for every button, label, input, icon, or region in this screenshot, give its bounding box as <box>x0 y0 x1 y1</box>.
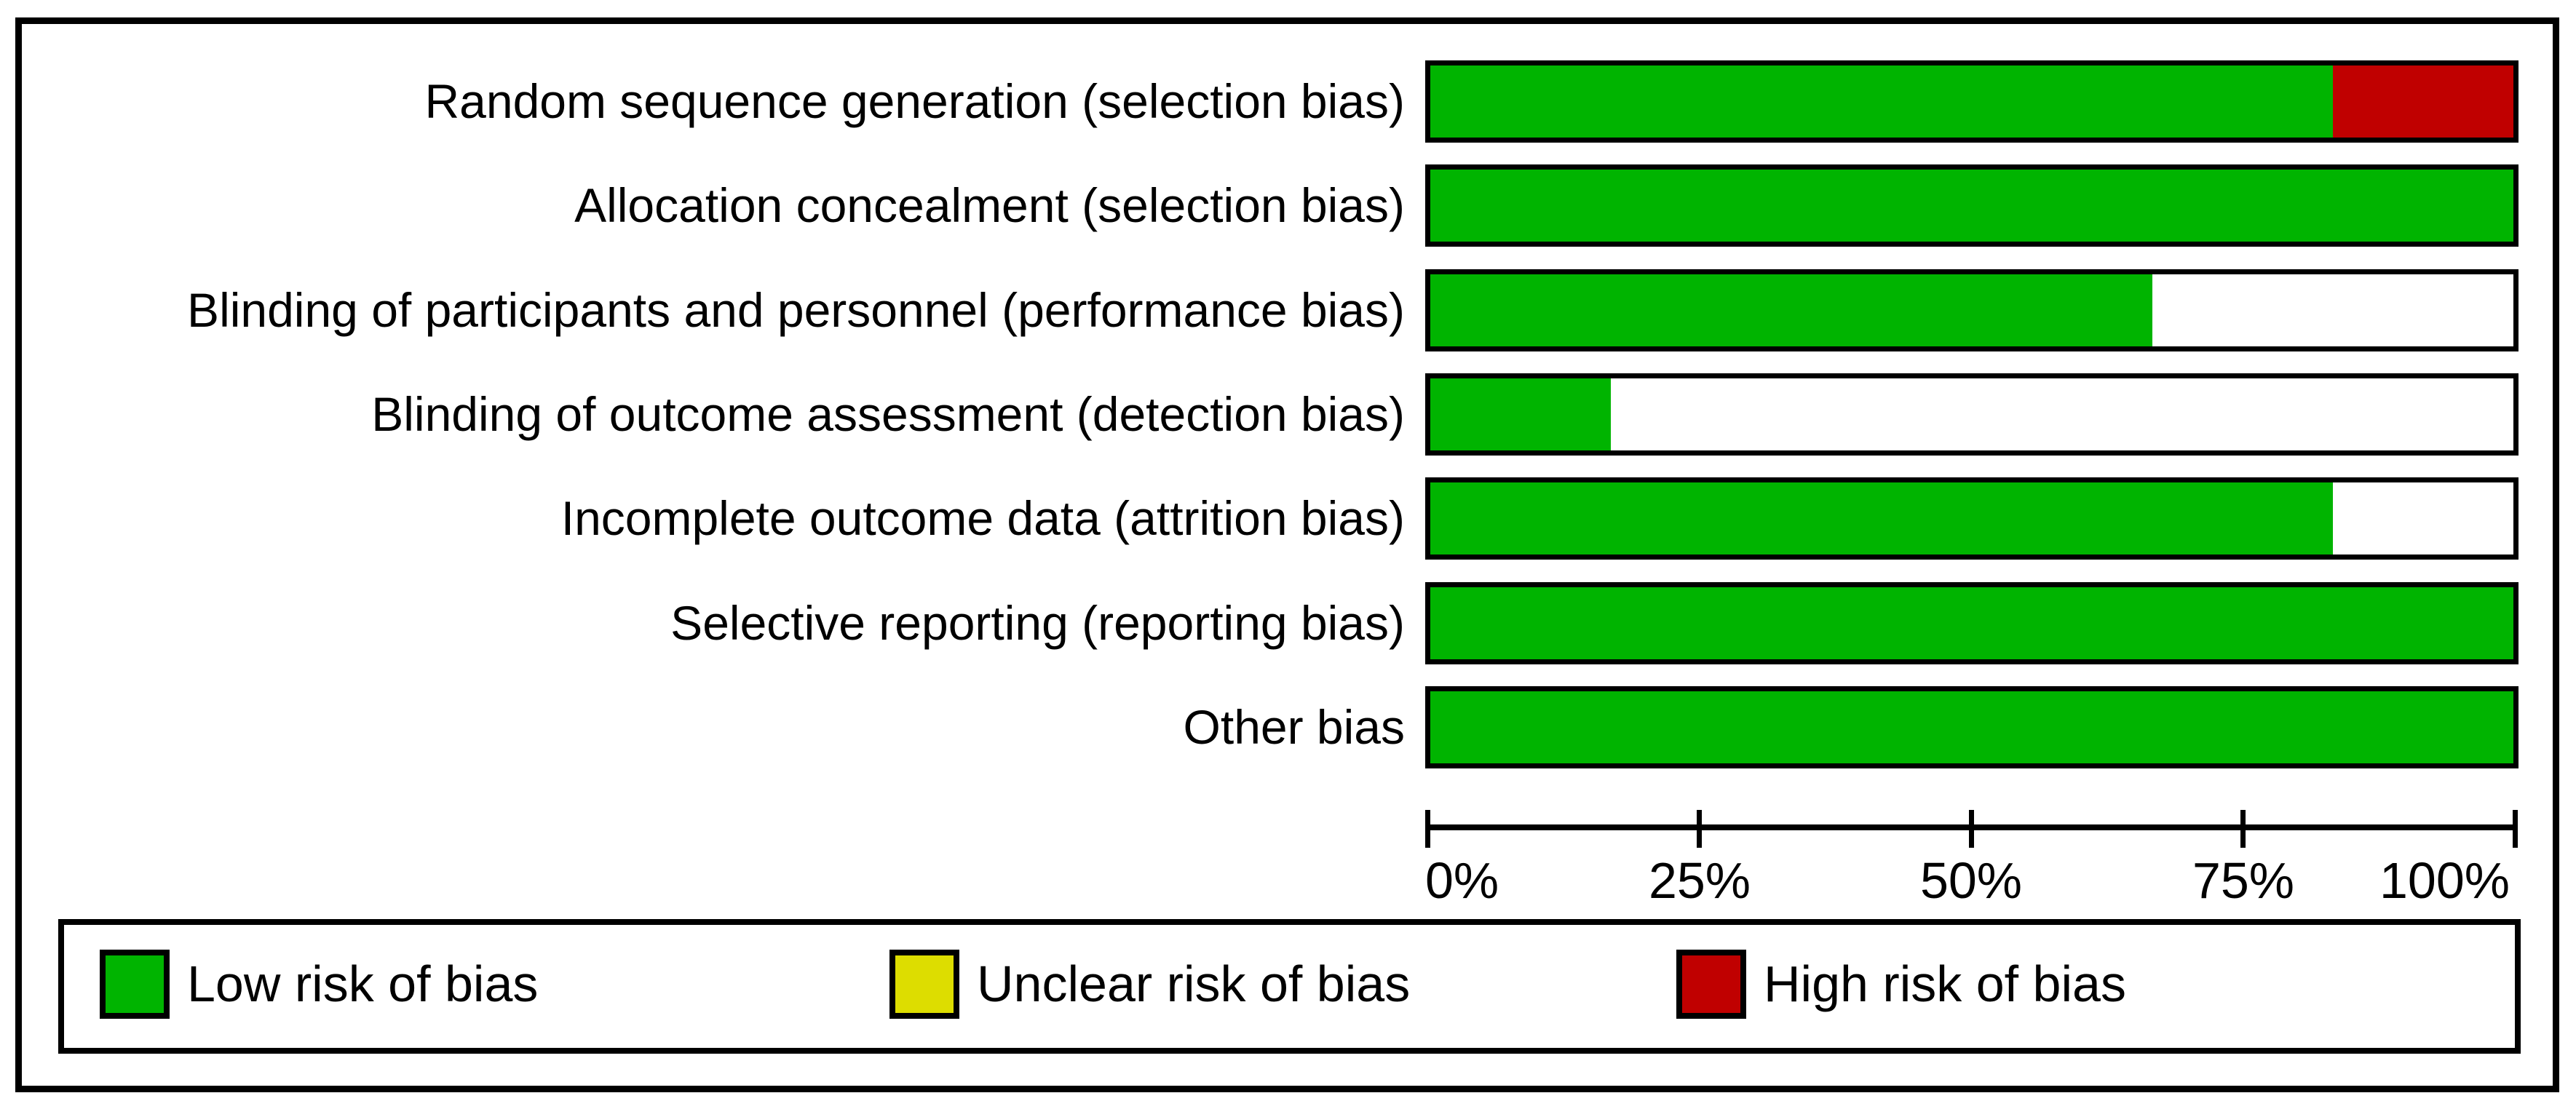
legend-swatch-low-risk <box>100 950 170 1019</box>
x-axis-tick <box>2513 810 2518 848</box>
bar-segment-low-risk <box>1430 65 2333 138</box>
bias-row: Allocation concealment (selection bias) <box>22 164 2553 247</box>
row-label: Blinding of outcome assessment (detectio… <box>371 387 1405 441</box>
bar-segment-low-risk <box>1430 274 2153 346</box>
bias-row: Blinding of outcome assessment (detectio… <box>22 373 2553 456</box>
row-label: Incomplete outcome data (attrition bias) <box>560 491 1405 545</box>
bar-segment-low-risk <box>1430 170 2513 242</box>
bar-segment-low-risk <box>1430 378 1612 450</box>
x-axis-tick-label: 75% <box>2192 852 2295 909</box>
row-label: Random sequence generation (selection bi… <box>424 74 1406 128</box>
stacked-bar <box>1425 164 2518 247</box>
row-label: Other bias <box>1183 700 1405 754</box>
bias-row: Selective reporting (reporting bias) <box>22 582 2553 664</box>
bar-rows: Random sequence generation (selection bi… <box>22 24 2553 1086</box>
legend-label: High risk of bias <box>1764 955 2126 1012</box>
x-axis-tick-label: 25% <box>1648 852 1751 909</box>
x-axis-tick <box>1425 810 1430 848</box>
legend-swatch-unclear-risk <box>889 950 959 1019</box>
stacked-bar <box>1425 477 2518 560</box>
x-axis-tick <box>2240 810 2246 848</box>
bar-segment-low-risk <box>1430 691 2513 763</box>
bar-segment-low-risk <box>1430 482 2333 554</box>
row-label: Blinding of participants and personnel (… <box>187 283 1405 337</box>
bias-row: Incomplete outcome data (attrition bias) <box>22 477 2553 560</box>
x-axis-tick <box>1969 810 1974 848</box>
plot-frame: Random sequence generation (selection bi… <box>15 17 2559 1092</box>
legend-label: Unclear risk of bias <box>977 955 1411 1012</box>
bar-segment-high-risk <box>2332 65 2513 138</box>
x-axis-tick <box>1697 810 1702 848</box>
row-label: Allocation concealment (selection bias) <box>574 178 1405 232</box>
stacked-bar <box>1425 269 2518 351</box>
x-axis-tick-label: 100% <box>2379 852 2510 909</box>
x-axis-tick-label: 0% <box>1425 852 1499 909</box>
stacked-bar <box>1425 373 2518 456</box>
row-label: Selective reporting (reporting bias) <box>670 596 1405 650</box>
bias-row: Other bias <box>22 686 2553 768</box>
legend: Low risk of bias Unclear risk of bias Hi… <box>58 919 2521 1054</box>
bias-row: Blinding of participants and personnel (… <box>22 269 2553 351</box>
stacked-bar <box>1425 60 2518 143</box>
legend-swatch-high-risk <box>1676 950 1746 1019</box>
stacked-bar <box>1425 686 2518 768</box>
legend-label: Low risk of bias <box>187 955 539 1012</box>
x-axis-tick-label: 50% <box>1919 852 2023 909</box>
bias-row: Random sequence generation (selection bi… <box>22 60 2553 143</box>
bar-segment-low-risk <box>1430 587 2513 659</box>
stacked-bar <box>1425 582 2518 664</box>
